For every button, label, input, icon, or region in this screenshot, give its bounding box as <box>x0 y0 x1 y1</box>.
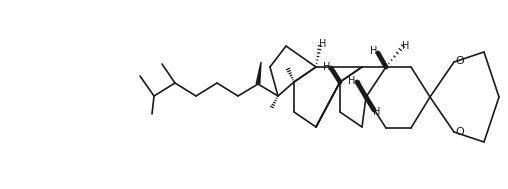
Text: O: O <box>456 127 464 137</box>
Text: H: H <box>348 76 356 86</box>
Text: H: H <box>323 62 331 72</box>
Text: O: O <box>456 56 464 66</box>
Text: H: H <box>373 107 380 117</box>
Polygon shape <box>256 62 261 84</box>
Text: H: H <box>402 41 409 51</box>
Text: H: H <box>370 46 377 56</box>
Text: H: H <box>320 39 327 49</box>
